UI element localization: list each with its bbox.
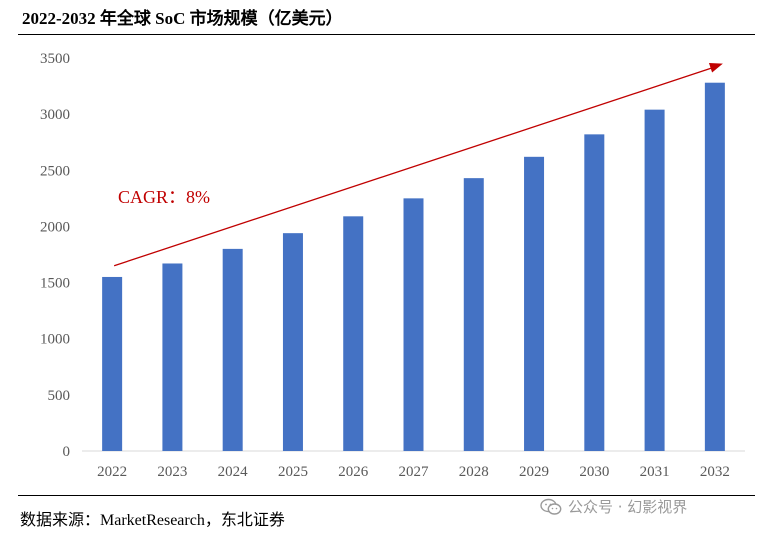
bar xyxy=(282,233,303,451)
watermark-text: 公众号 · 幻影视界 xyxy=(568,498,688,516)
x-tick-label: 2032 xyxy=(700,464,730,480)
bar xyxy=(524,156,545,451)
y-axis: 0 500 1000 1500 2000 2500 3000 3500 xyxy=(40,51,70,460)
y-tick-label: 500 xyxy=(48,388,71,404)
cagr-annotation: CAGR：8% xyxy=(118,187,210,207)
bar xyxy=(162,263,183,451)
bar xyxy=(584,134,605,451)
bar xyxy=(222,248,243,451)
bar xyxy=(704,82,725,452)
y-tick-label: 2500 xyxy=(40,163,70,179)
y-tick-label: 3000 xyxy=(40,107,70,123)
y-tick-label: 2000 xyxy=(40,219,70,235)
watermark: 公众号 · 幻影视界 xyxy=(540,496,687,517)
x-tick-label: 2026 xyxy=(338,464,369,480)
bar xyxy=(403,198,424,451)
wechat-icon xyxy=(540,498,562,515)
y-tick-label: 0 xyxy=(63,444,71,460)
trend-arrowhead xyxy=(708,62,723,73)
x-tick-label: 2028 xyxy=(459,464,489,480)
y-tick-label: 1500 xyxy=(40,276,70,292)
bottom-rule xyxy=(18,495,755,496)
top-rule xyxy=(18,34,755,35)
chart-title: 2022-2032 年全球 SoC 市场规模（亿美元） xyxy=(22,9,343,28)
x-axis: 2022 2023 2024 2025 2026 2027 2028 2029 2030 2031… xyxy=(82,450,745,480)
bars xyxy=(102,82,725,452)
x-tick-label: 2029 xyxy=(519,464,549,480)
bar xyxy=(644,109,665,451)
bar xyxy=(102,276,123,451)
source-note: 数据来源：MarketResearch，东北证券 xyxy=(20,512,285,529)
x-tick-label: 2024 xyxy=(218,464,249,480)
x-tick-label: 2030 xyxy=(579,464,609,480)
x-tick-label: 2025 xyxy=(278,464,308,480)
trend-line xyxy=(113,66,714,267)
trend-arrow xyxy=(113,62,723,267)
x-tick-label: 2023 xyxy=(157,464,187,480)
y-tick-label: 3500 xyxy=(40,51,70,67)
x-tick-label: 2027 xyxy=(399,464,430,480)
x-tick-label: 2022 xyxy=(97,464,127,480)
bar xyxy=(463,178,484,451)
y-tick-label: 1000 xyxy=(40,332,70,348)
bar xyxy=(343,216,364,451)
x-tick-label: 2031 xyxy=(640,464,670,480)
